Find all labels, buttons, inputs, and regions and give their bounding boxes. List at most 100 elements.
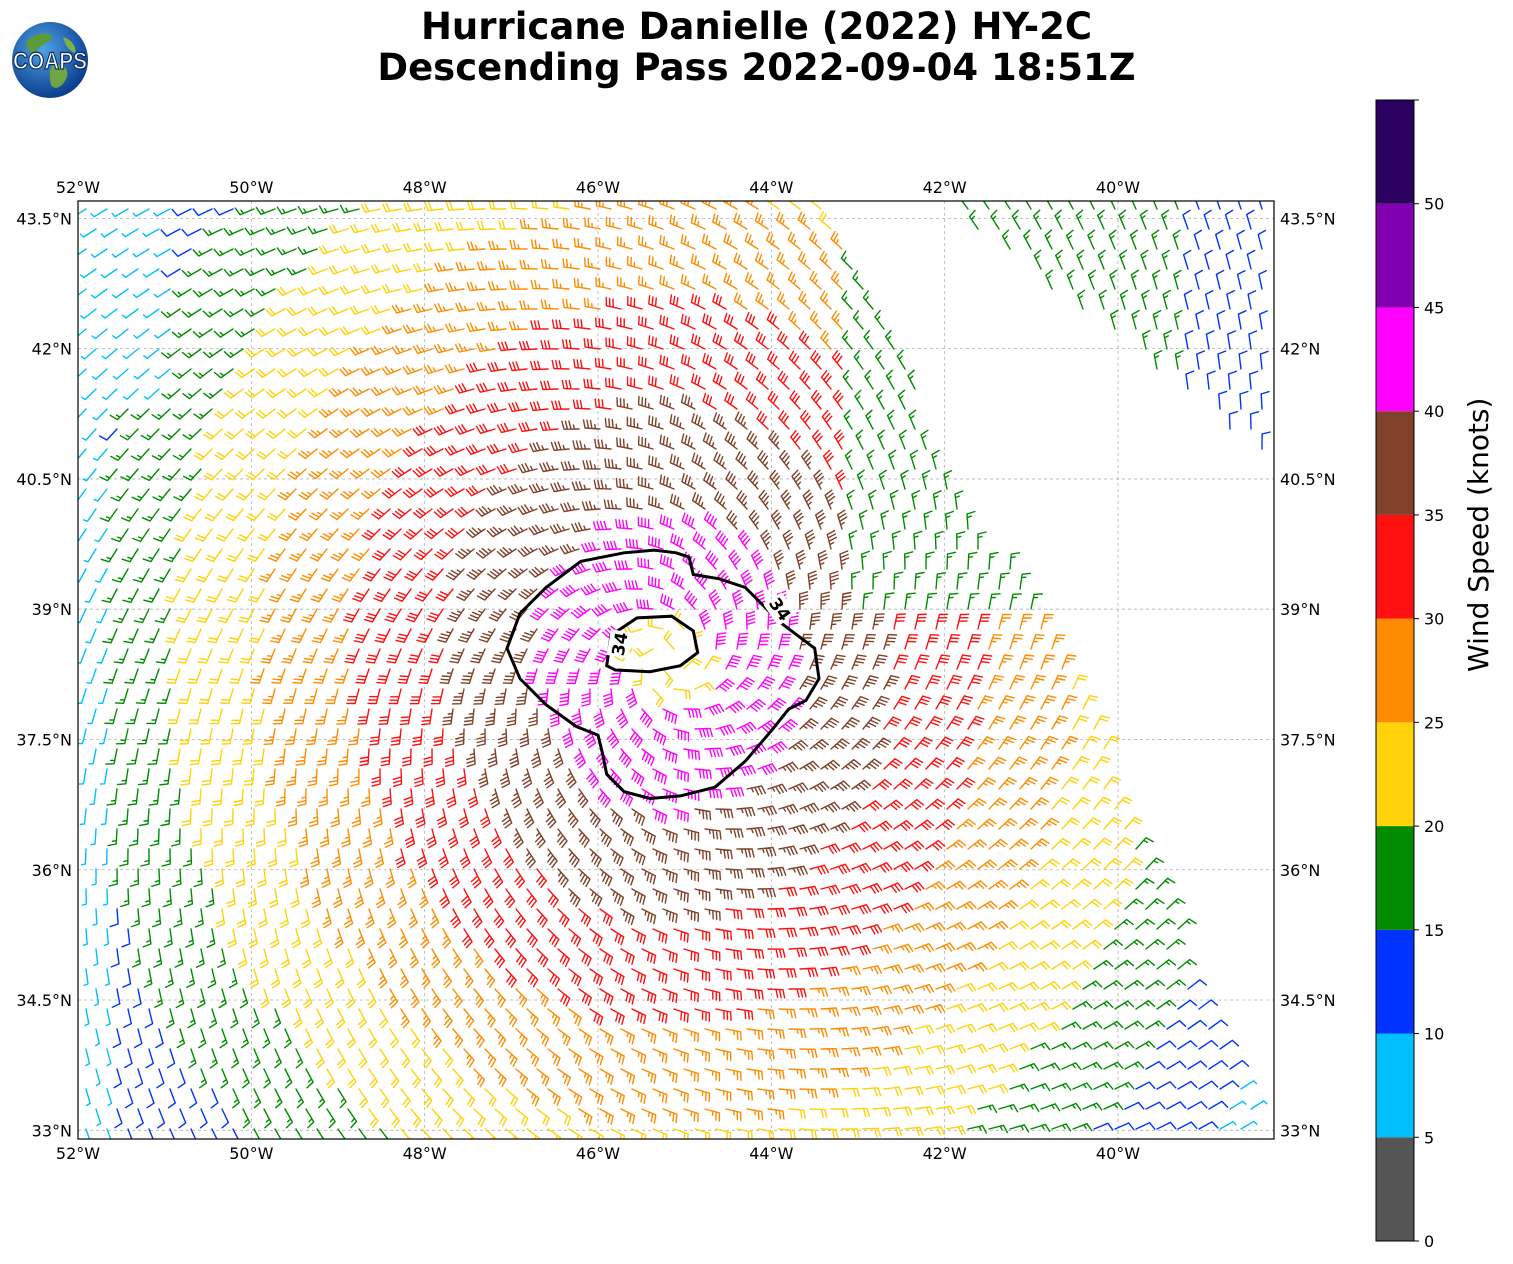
wind-barb — [956, 654, 972, 670]
wind-barb — [549, 708, 560, 728]
wind-barb — [315, 1048, 325, 1069]
wind-barb — [683, 908, 700, 923]
wind-barb — [475, 423, 496, 434]
wind-barb — [430, 908, 440, 929]
wind-barb — [526, 1128, 540, 1139]
wind-barb — [694, 1088, 711, 1103]
wind-barb — [203, 388, 223, 399]
wind-barb — [128, 828, 139, 847]
wind-barb — [631, 888, 646, 905]
wind-barb — [392, 222, 412, 233]
wind-barb — [757, 928, 776, 939]
wind-barb — [581, 500, 601, 511]
wind-barb — [673, 888, 689, 903]
wind-barb — [467, 788, 479, 809]
wind-barb — [744, 201, 759, 210]
wind-barb — [167, 1088, 176, 1109]
wind-barb — [641, 1068, 657, 1084]
wind-barb — [1072, 715, 1089, 730]
wind-barb — [297, 205, 318, 215]
wind-barb — [115, 728, 129, 745]
wind-barb — [382, 202, 402, 213]
wind-barb — [230, 1008, 239, 1029]
wind-barb — [641, 748, 655, 767]
wind-barb — [573, 358, 591, 370]
wind-barb — [662, 828, 678, 844]
wind-barb — [541, 218, 559, 230]
wind-barb — [767, 697, 787, 711]
wind-barb — [1065, 229, 1074, 250]
wind-barb — [810, 390, 822, 410]
wind-barb — [433, 384, 454, 395]
wind-barb — [87, 708, 97, 725]
wind-barb — [303, 1028, 314, 1049]
wind-barb — [745, 311, 759, 330]
wind-barb — [386, 908, 397, 929]
wind-barb — [517, 504, 538, 515]
wind-barb — [1135, 1040, 1156, 1050]
wind-barb — [810, 350, 822, 370]
wind-barb — [368, 1028, 378, 1049]
wind-barb — [736, 1008, 754, 1021]
wind-barb — [946, 921, 967, 931]
wind-barb — [391, 345, 412, 355]
wind-barb — [694, 848, 711, 861]
wind-barb — [820, 884, 841, 896]
wind-barb — [250, 668, 265, 684]
wind-barb — [231, 748, 244, 766]
wind-barb — [851, 862, 872, 874]
wind-barb — [934, 530, 944, 550]
wind-barb — [78, 728, 87, 745]
wind-barb — [858, 509, 868, 530]
wind-barb — [694, 1128, 711, 1139]
wind-barb — [712, 332, 727, 350]
wind-barb — [143, 968, 153, 988]
wind-barb — [734, 411, 748, 430]
wind-barb — [907, 369, 916, 390]
wind-barb — [703, 471, 717, 490]
wind-barb — [914, 736, 933, 750]
wind-barb — [809, 1028, 828, 1038]
wind-barb — [236, 908, 247, 928]
wind-barb — [281, 648, 297, 664]
wind-barb — [1239, 390, 1249, 410]
wind-barb — [1030, 838, 1050, 850]
wind-barb — [414, 588, 433, 602]
wind-barb — [469, 828, 480, 849]
wind-barb — [388, 688, 402, 705]
wind-barb — [358, 1088, 369, 1109]
wind-barb — [704, 948, 721, 962]
wind-barb — [776, 251, 790, 270]
wind-barb — [609, 668, 622, 685]
wind-barb — [799, 885, 819, 896]
wind-barb — [746, 785, 766, 796]
wind-barb — [946, 1003, 967, 1013]
wind-barb — [102, 888, 109, 906]
colorbar-bin — [1376, 618, 1414, 723]
wind-barb — [862, 592, 874, 610]
wind-barb — [445, 323, 465, 333]
wind-barb — [434, 262, 454, 272]
wind-barb — [361, 528, 381, 541]
wind-barb — [733, 212, 748, 230]
lon-tick-label-bottom: 50°W — [229, 1144, 273, 1163]
wind-barb — [946, 634, 961, 650]
wind-barb — [703, 511, 717, 530]
wind-barb — [379, 1088, 390, 1109]
wind-barb — [1156, 877, 1176, 890]
wind-barb — [308, 468, 328, 480]
wind-barb — [572, 399, 591, 410]
wind-barb — [545, 808, 557, 829]
wind-barb — [360, 366, 381, 376]
wind-barb — [680, 353, 696, 370]
wind-barb — [904, 881, 925, 893]
wind-barb — [458, 808, 469, 829]
wind-barb — [496, 505, 517, 516]
wind-barb — [473, 1108, 486, 1128]
wind-barb — [830, 654, 846, 670]
wind-barb — [1040, 654, 1056, 670]
wind-barb — [793, 509, 804, 530]
wind-barbs — [78, 201, 1271, 1139]
wind-barb — [371, 768, 381, 787]
wind-barb — [273, 1008, 282, 1029]
